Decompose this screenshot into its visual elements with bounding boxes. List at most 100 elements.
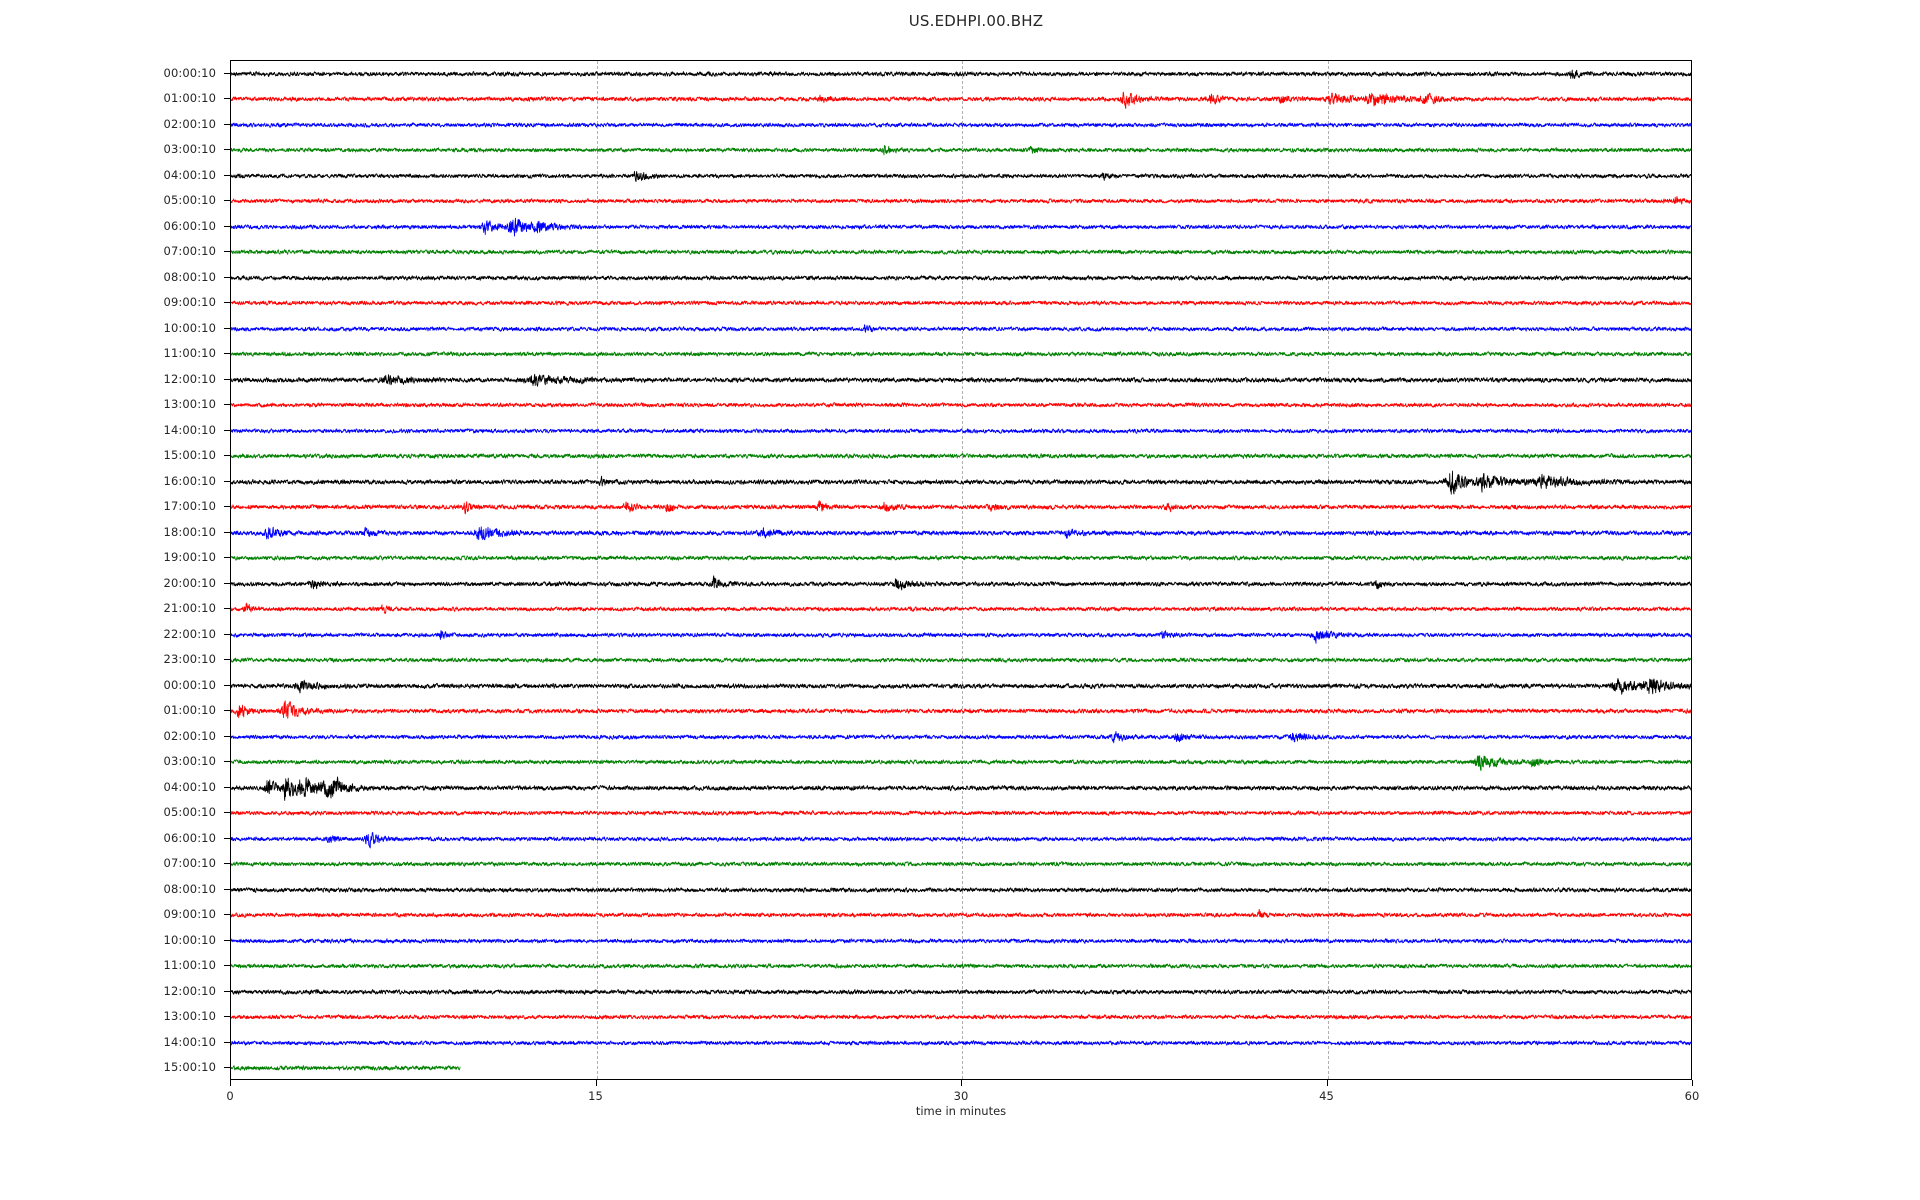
trace-row bbox=[231, 953, 1691, 980]
y-tick-mark bbox=[224, 531, 230, 533]
trace-row bbox=[231, 749, 1691, 776]
y-tick-mark bbox=[224, 1067, 230, 1069]
y-tick-label: 04:00:10 bbox=[163, 779, 216, 794]
trace-row bbox=[231, 213, 1691, 240]
y-tick-mark bbox=[224, 404, 230, 406]
y-tick-mark bbox=[224, 710, 230, 712]
trace-canvas-11 bbox=[231, 341, 1691, 368]
trace-row bbox=[231, 698, 1691, 725]
trace-row bbox=[231, 774, 1691, 801]
x-axis-tick-layer: 0 15 30 45 60 bbox=[226, 1080, 1699, 1140]
y-tick-label: 09:00:10 bbox=[163, 907, 216, 922]
y-tick-mark bbox=[224, 506, 230, 508]
trace-row bbox=[231, 570, 1691, 597]
trace-canvas-17 bbox=[231, 494, 1691, 521]
y-tick-label: 14:00:10 bbox=[163, 1034, 216, 1049]
x-tick-label: 15 bbox=[588, 1089, 603, 1103]
trace-row bbox=[231, 1029, 1691, 1056]
y-tick-label: 06:00:10 bbox=[163, 218, 216, 233]
x-tick-label: 60 bbox=[1684, 1089, 1700, 1103]
y-tick-mark bbox=[224, 888, 230, 890]
trace-row bbox=[231, 596, 1691, 623]
y-tick-mark bbox=[224, 582, 230, 584]
trace-row bbox=[231, 902, 1691, 929]
y-tick-label: 05:00:10 bbox=[163, 193, 216, 208]
trace-row bbox=[231, 264, 1691, 291]
y-tick-mark bbox=[224, 302, 230, 304]
trace-canvas-13 bbox=[231, 392, 1691, 419]
y-tick-label: 13:00:10 bbox=[163, 1009, 216, 1024]
trace-canvas-37 bbox=[231, 1004, 1691, 1031]
trace-canvas-10 bbox=[231, 315, 1691, 342]
trace-canvas-7 bbox=[231, 239, 1691, 266]
x-tick-label: 45 bbox=[1319, 1089, 1334, 1103]
y-tick-label: 09:00:10 bbox=[163, 295, 216, 310]
trace-row bbox=[231, 366, 1691, 393]
x-tick-mark bbox=[1692, 1080, 1693, 1086]
trace-row bbox=[231, 825, 1691, 852]
trace-canvas-1 bbox=[231, 86, 1691, 113]
y-tick-label: 05:00:10 bbox=[163, 805, 216, 820]
trace-row bbox=[231, 545, 1691, 572]
x-axis-label: time in minutes bbox=[915, 1104, 1007, 1118]
trace-canvas-16 bbox=[231, 468, 1691, 495]
y-tick-label: 03:00:10 bbox=[163, 142, 216, 157]
page-title-text: US.EDHPI.00.BHZ bbox=[908, 12, 1044, 30]
y-tick-label: 03:00:10 bbox=[163, 754, 216, 769]
y-tick-label: 00:00:10 bbox=[163, 677, 216, 692]
trace-canvas-24 bbox=[231, 672, 1691, 699]
trace-row bbox=[231, 672, 1691, 699]
y-tick-label: 15:00:10 bbox=[163, 448, 216, 463]
y-tick-label: 17:00:10 bbox=[163, 499, 216, 514]
trace-canvas-36 bbox=[231, 978, 1691, 1005]
y-tick-mark bbox=[224, 1041, 230, 1043]
y-tick-mark bbox=[224, 123, 230, 125]
trace-row bbox=[231, 851, 1691, 878]
trace-row bbox=[231, 1055, 1691, 1079]
page-title: US.EDHPI.00.BHZ bbox=[0, 12, 1920, 30]
trace-canvas-23 bbox=[231, 647, 1691, 674]
trace-canvas-5 bbox=[231, 188, 1691, 215]
y-tick-mark bbox=[224, 429, 230, 431]
x-tick-label: 30 bbox=[953, 1089, 969, 1103]
trace-canvas-27 bbox=[231, 749, 1691, 776]
trace-row bbox=[231, 315, 1691, 342]
y-tick-label: 21:00:10 bbox=[163, 601, 216, 616]
trace-canvas-9 bbox=[231, 290, 1691, 317]
y-tick-label: 23:00:10 bbox=[163, 652, 216, 667]
trace-canvas-39 bbox=[231, 1055, 1691, 1079]
trace-canvas-26 bbox=[231, 723, 1691, 750]
x-tick-mark bbox=[961, 1080, 962, 1086]
trace-canvas-2 bbox=[231, 111, 1691, 138]
y-tick-label: 13:00:10 bbox=[163, 397, 216, 412]
y-tick-label: 02:00:10 bbox=[163, 116, 216, 131]
y-tick-mark bbox=[224, 98, 230, 100]
trace-row bbox=[231, 239, 1691, 266]
trace-canvas-15 bbox=[231, 443, 1691, 470]
trace-canvas-35 bbox=[231, 953, 1691, 980]
y-tick-label: 10:00:10 bbox=[163, 932, 216, 947]
trace-canvas-30 bbox=[231, 825, 1691, 852]
y-tick-label: 19:00:10 bbox=[163, 550, 216, 565]
y-tick-mark bbox=[224, 684, 230, 686]
trace-canvas-34 bbox=[231, 927, 1691, 954]
y-tick-label: 11:00:10 bbox=[163, 958, 216, 973]
y-tick-mark bbox=[224, 990, 230, 992]
y-tick-label: 12:00:10 bbox=[163, 371, 216, 386]
trace-canvas-29 bbox=[231, 800, 1691, 827]
trace-canvas-22 bbox=[231, 621, 1691, 648]
y-tick-label: 06:00:10 bbox=[163, 830, 216, 845]
x-tick-label: 0 bbox=[226, 1089, 234, 1103]
y-tick-mark bbox=[224, 786, 230, 788]
trace-row bbox=[231, 876, 1691, 903]
y-tick-mark bbox=[224, 812, 230, 814]
y-tick-label: 15:00:10 bbox=[163, 1060, 216, 1075]
y-tick-label: 02:00:10 bbox=[163, 728, 216, 743]
y-tick-label: 20:00:10 bbox=[163, 575, 216, 590]
trace-row bbox=[231, 800, 1691, 827]
trace-canvas-33 bbox=[231, 902, 1691, 929]
trace-row bbox=[231, 494, 1691, 521]
trace-row bbox=[231, 647, 1691, 674]
y-tick-mark bbox=[224, 327, 230, 329]
